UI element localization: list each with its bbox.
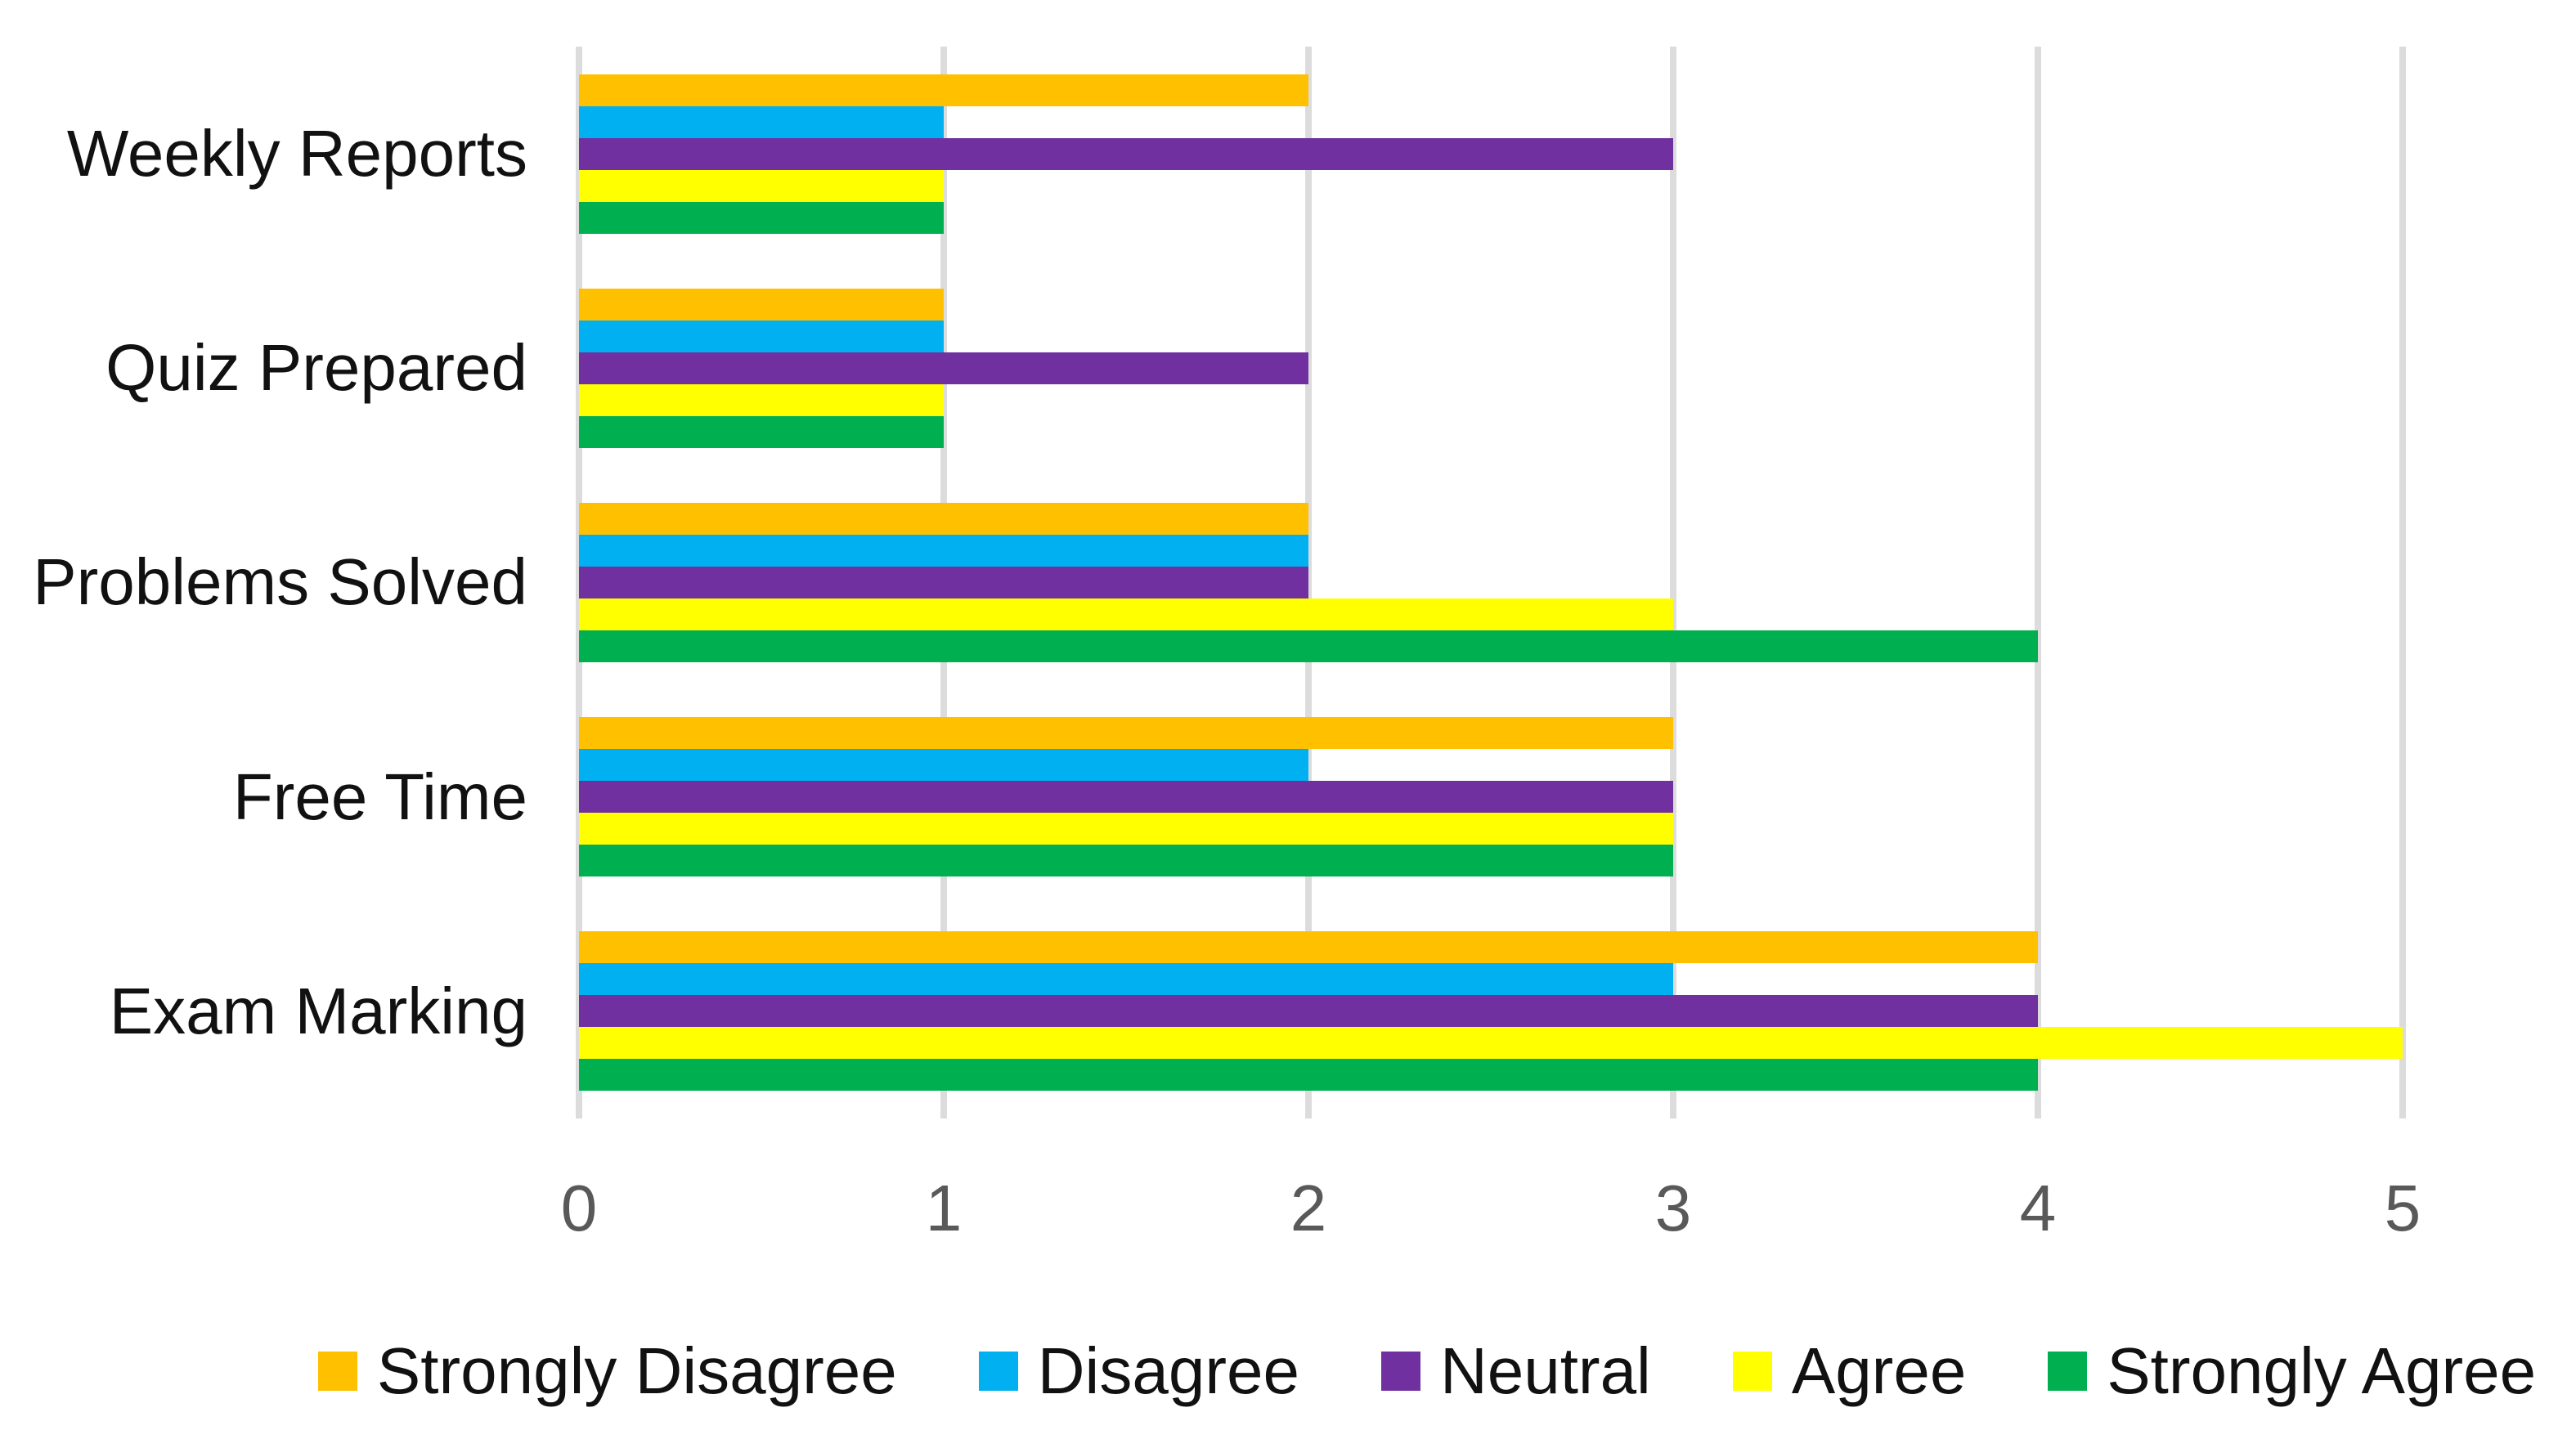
x-tick-label: 0	[560, 1172, 598, 1244]
category-label: Free Time	[232, 760, 527, 833]
category-label: Quiz Prepared	[105, 331, 527, 405]
x-tick-label: 2	[1290, 1172, 1327, 1244]
y-axis-category-labels: Weekly Reports Quiz Prepared Problems Solv…	[0, 0, 527, 1448]
bar-neutral	[579, 137, 1673, 170]
bar-agree	[579, 813, 1673, 845]
bar-disagree	[579, 535, 1308, 567]
legend-label: Strongly Disagree	[376, 1334, 897, 1407]
x-tick-label: 5	[2384, 1172, 2421, 1244]
bar-neutral	[579, 781, 1673, 814]
x-tick-label: 1	[925, 1172, 963, 1244]
bar-strongly-agree	[579, 201, 944, 234]
gridline	[1305, 47, 1312, 1119]
bar-disagree	[579, 105, 944, 138]
legend-swatch	[1380, 1352, 1420, 1391]
legend-item: Neutral	[1380, 1334, 1651, 1407]
bar-strongly-agree	[579, 630, 2038, 662]
legend-swatch	[978, 1352, 1018, 1391]
legend-item: Agree	[1732, 1334, 1967, 1407]
bar-strongly-agree	[579, 1059, 2038, 1092]
bar-strongly-disagree	[579, 74, 1308, 106]
bar-agree	[579, 383, 944, 416]
bar-disagree	[579, 320, 944, 352]
bar-strongly-agree	[579, 845, 1673, 877]
bar-strongly-disagree	[579, 717, 1673, 750]
bar-neutral	[579, 995, 2038, 1028]
legend-item: Strongly Disagree	[317, 1334, 897, 1407]
gridline	[1670, 47, 1676, 1119]
legend-swatch	[1732, 1352, 1772, 1391]
legend-swatch	[317, 1352, 357, 1391]
legend: Strongly Disagree Disagree Neutral Agree Str…	[278, 1326, 2576, 1416]
bar-strongly-disagree	[579, 931, 2038, 964]
plot-area	[576, 47, 2406, 1119]
legend-label: Neutral	[1439, 1334, 1651, 1407]
bar-agree	[579, 1027, 2403, 1060]
gridline	[2399, 47, 2406, 1119]
legend-label: Strongly Agree	[2107, 1334, 2537, 1407]
bar-disagree	[579, 963, 1673, 996]
legend-item: Disagree	[978, 1334, 1299, 1407]
bar-agree	[579, 598, 1673, 630]
legend-item: Strongly Agree	[2048, 1338, 2536, 1404]
bar-agree	[579, 169, 944, 202]
gridline	[2035, 47, 2041, 1119]
legend-label: Disagree	[1037, 1334, 1299, 1407]
bar-neutral	[579, 352, 1308, 384]
legend-swatch	[2048, 1352, 2088, 1391]
bar-disagree	[579, 749, 1308, 782]
category-label: Weekly Reports	[66, 117, 527, 191]
category-label: Exam Marking	[109, 974, 527, 1047]
bar-strongly-agree	[579, 415, 944, 448]
bar-strongly-disagree	[579, 288, 944, 321]
bar-neutral	[579, 567, 1308, 598]
legend-label: Agree	[1791, 1334, 1967, 1407]
x-tick-label: 4	[2019, 1172, 2057, 1244]
x-tick-label: 3	[1654, 1172, 1692, 1244]
category-label: Problems Solved	[33, 545, 527, 619]
bar-strongly-disagree	[579, 503, 1308, 535]
